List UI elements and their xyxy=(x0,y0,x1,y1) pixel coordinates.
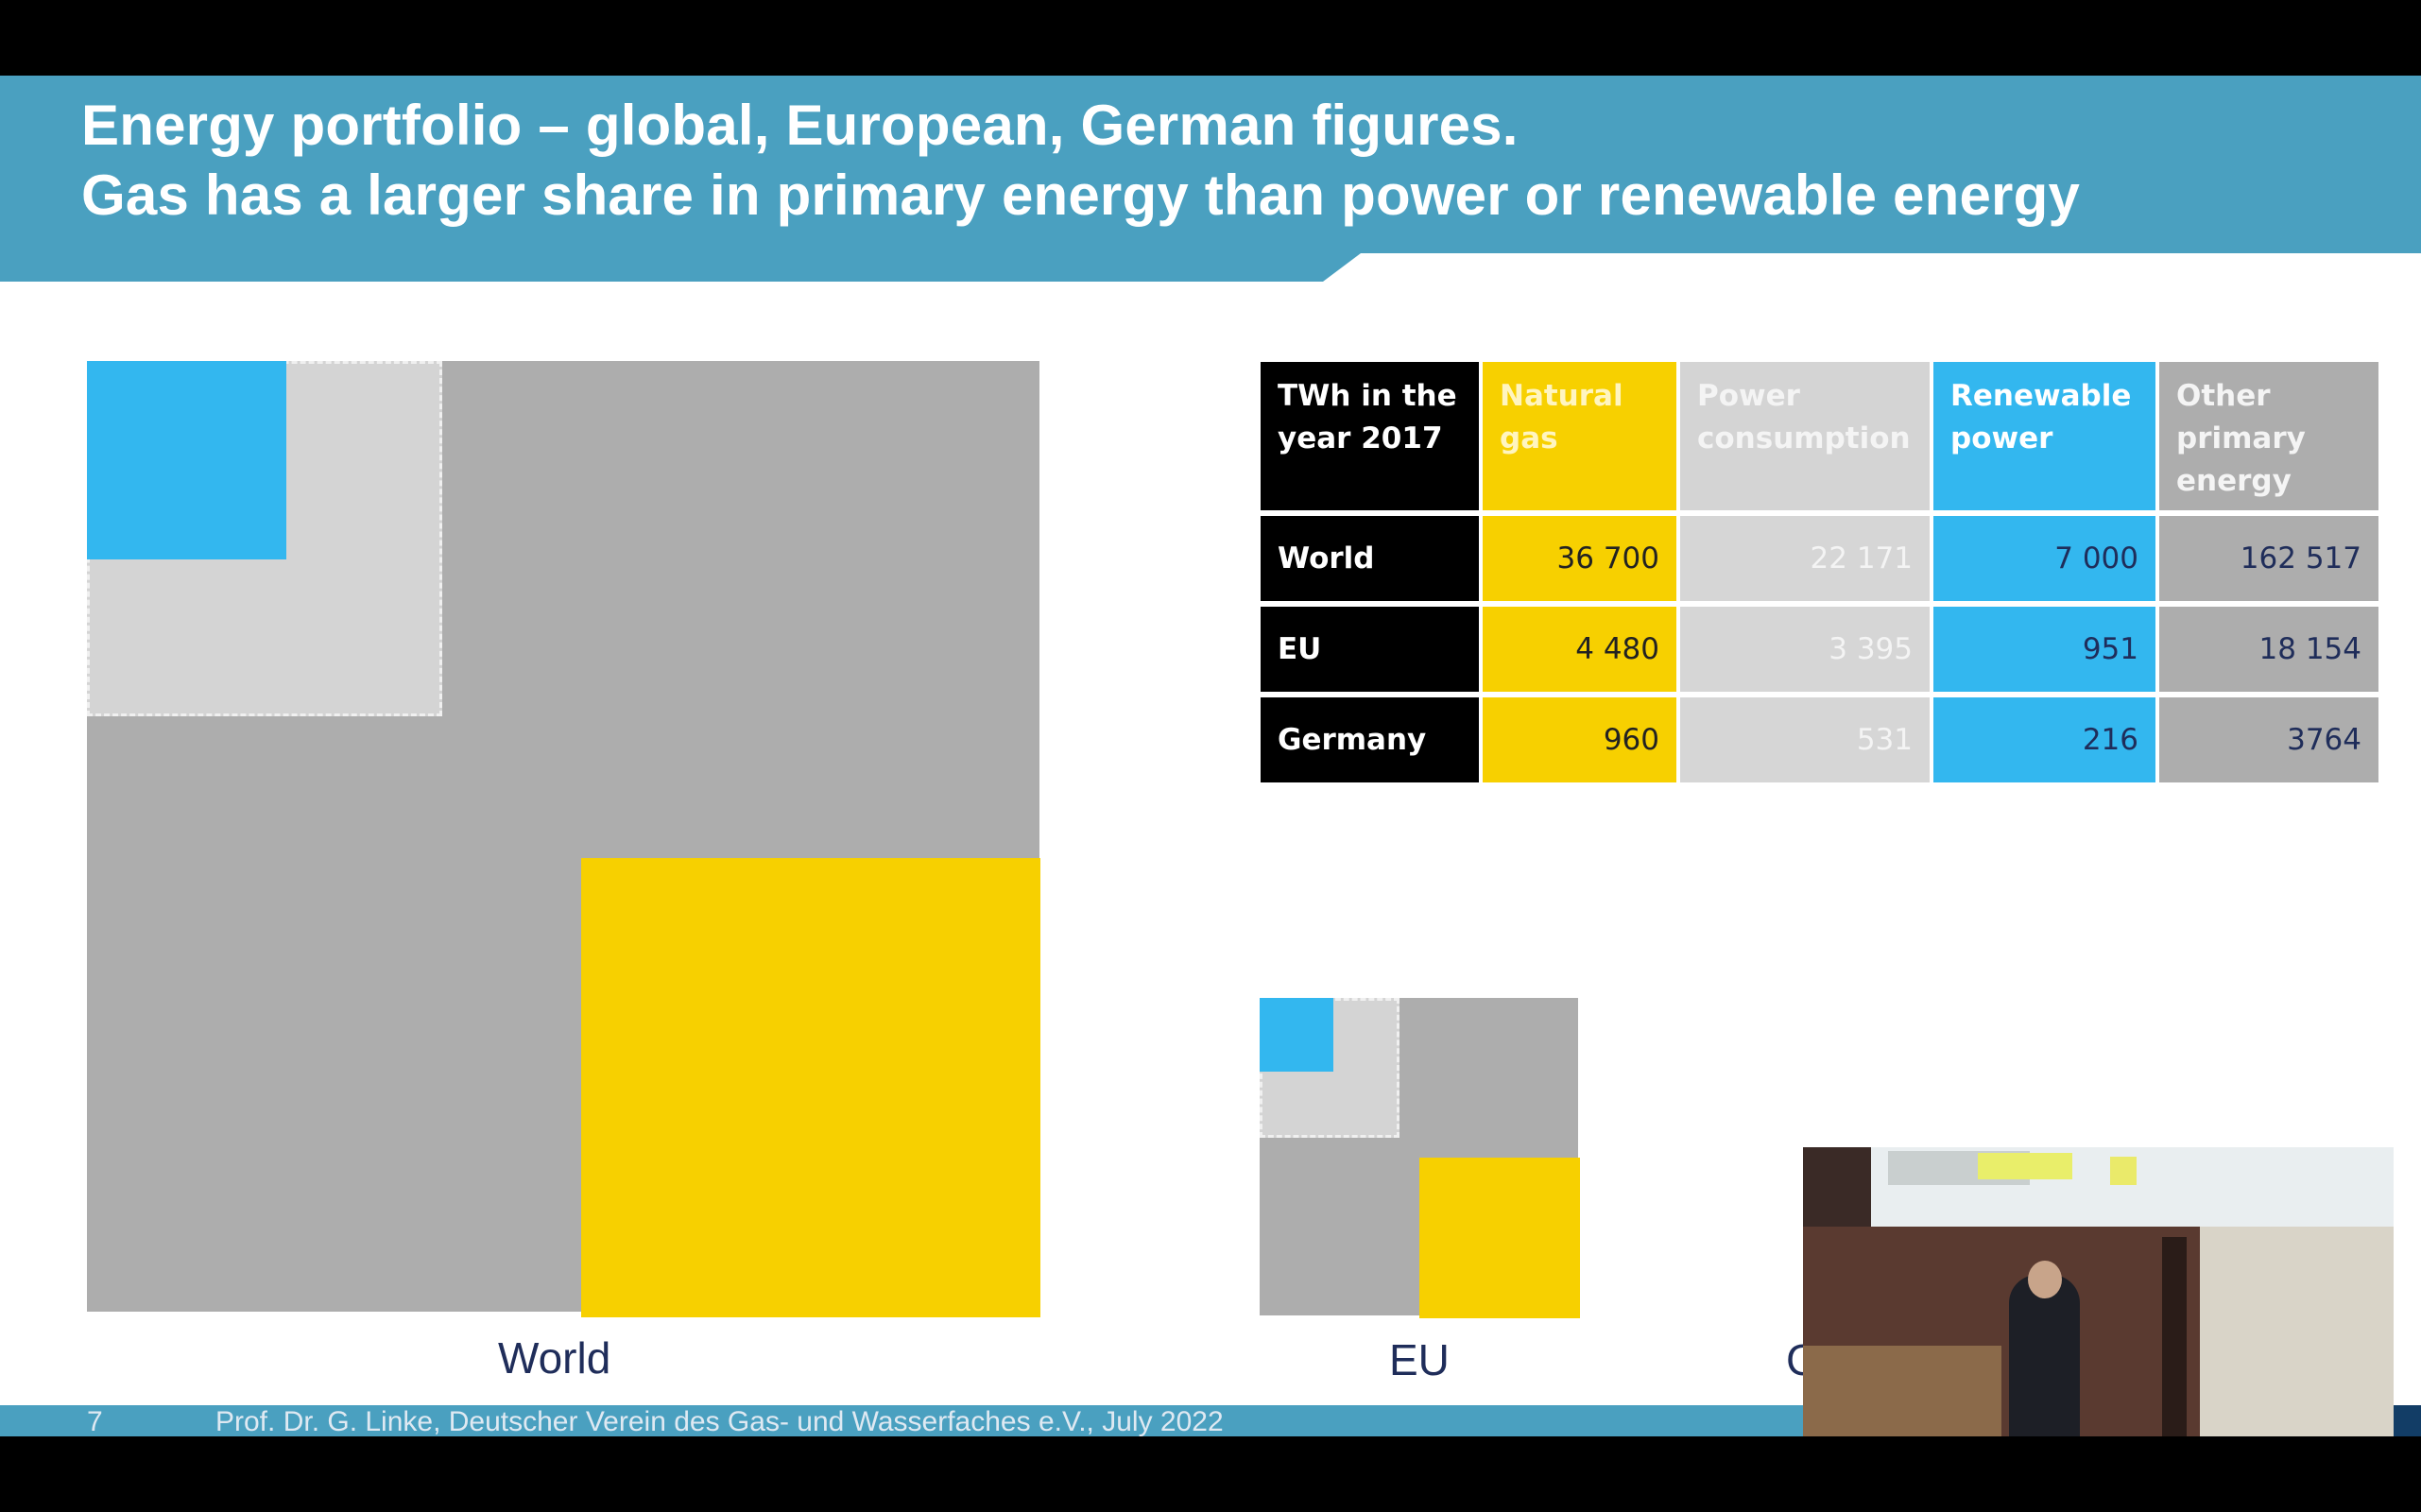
cell-eu-renewable-power: 951 xyxy=(1933,607,2155,692)
world-renewable-square xyxy=(87,361,286,559)
cell-world-other-primary-energy: 162 517 xyxy=(2159,516,2378,601)
cell-eu-other-primary-energy: 18 154 xyxy=(2159,607,2378,692)
world-label: World xyxy=(498,1333,611,1383)
col-header-power-consumption: Power consumption xyxy=(1680,362,1930,510)
cell-eu-power-consumption: 3 395 xyxy=(1680,607,1930,692)
video-screen-yellow-small xyxy=(2110,1157,2137,1185)
cell-eu-natural-gas: 4 480 xyxy=(1483,607,1676,692)
cell-germany-power-consumption: 531 xyxy=(1680,697,1930,782)
header-band xyxy=(0,76,2421,282)
video-speaker-body xyxy=(2009,1275,2080,1436)
energy-table: TWh in the year 2017 Natural gas Power c… xyxy=(1261,362,2378,782)
cell-germany-renewable-power: 216 xyxy=(1933,697,2155,782)
slide: Energy portfolio – global, European, Ger… xyxy=(0,76,2421,1436)
table-corner-header: TWh in the year 2017 xyxy=(1261,362,1479,510)
video-screen-yellow-block xyxy=(1978,1153,2072,1179)
slide-title-line-1: Energy portfolio – global, European, Ger… xyxy=(81,94,1519,157)
header-cut xyxy=(1323,253,2421,282)
eu-label: EU xyxy=(1389,1335,1450,1384)
col-header-natural-gas: Natural gas xyxy=(1483,362,1676,510)
row-label-germany: Germany xyxy=(1261,697,1479,782)
video-lectern xyxy=(1803,1346,2001,1436)
video-pillar xyxy=(2162,1237,2187,1436)
cell-world-natural-gas: 36 700 xyxy=(1483,516,1676,601)
slide-title-line-2: Gas has a larger share in primary energy… xyxy=(81,163,2081,227)
page-number: 7 xyxy=(87,1406,103,1436)
video-wall-light xyxy=(2200,1227,2394,1436)
cell-world-power-consumption: 22 171 xyxy=(1680,516,1930,601)
col-header-other-primary-energy: Other primary energy xyxy=(2159,362,2378,510)
footer-credit: Prof. Dr. G. Linke, Deutscher Verein des… xyxy=(215,1406,1224,1436)
speaker-video-inset[interactable] xyxy=(1803,1147,2394,1436)
col-header-renewable-power: Renewable power xyxy=(1933,362,2155,510)
eu-natural-gas-square xyxy=(1419,1158,1580,1318)
cell-germany-other-primary-energy: 3764 xyxy=(2159,697,2378,782)
row-label-world: World xyxy=(1261,516,1479,601)
video-speaker-head xyxy=(2028,1261,2062,1298)
cell-world-renewable-power: 7 000 xyxy=(1933,516,2155,601)
eu-renewable-square xyxy=(1260,998,1333,1072)
world-natural-gas-square xyxy=(581,858,1040,1317)
cell-germany-natural-gas: 960 xyxy=(1483,697,1676,782)
row-label-eu: EU xyxy=(1261,607,1479,692)
